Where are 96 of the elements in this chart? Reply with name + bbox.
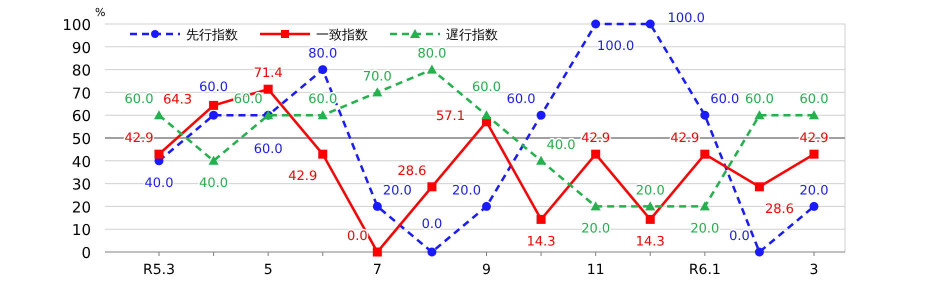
data-label: 14.3 [526,234,556,250]
y-tick-label: 0 [81,244,91,262]
point [209,100,218,110]
x-tick-label: 5 [264,262,273,278]
data-label: 100.0 [668,11,705,26]
x-tick-label: R5.3 [143,262,175,278]
x-tick-label: R6.1 [688,262,721,278]
point [318,150,328,159]
y-tick-label: 30 [72,176,91,194]
point [482,202,491,211]
y-axis-title: % [95,6,106,19]
point [754,248,764,256]
point [810,202,818,211]
y-tick-label: 20 [72,198,91,216]
legend-label: 遅行指数 [446,28,498,43]
data-label: 14.3 [636,234,665,250]
point [646,20,655,28]
point [536,156,546,165]
data-label: 42.9 [800,131,828,146]
data-label: 28.6 [397,164,426,179]
y-tick-label: 40 [72,152,91,171]
data-label: 60.0 [254,142,283,158]
data-label: 60.0 [800,92,828,108]
point [700,201,710,210]
point [536,214,546,224]
point [645,201,656,210]
point [536,110,546,120]
x-tick-label: 3 [810,262,818,278]
point [427,182,436,192]
data-label: 42.9 [288,169,318,184]
data-label: 20.0 [452,183,481,198]
y-tick-label: 70 [72,84,91,102]
point [646,214,655,224]
point [208,156,219,165]
data-label: 0.0 [422,217,442,232]
point [591,20,600,28]
point [154,110,164,120]
point [591,150,600,159]
data-label: 42.9 [670,131,700,146]
data-label: 70.0 [362,69,392,84]
data-label: 20.0 [800,183,828,198]
point [427,248,436,256]
data-label: 60.0 [710,92,740,108]
point [209,110,218,120]
data-label: 60.0 [234,92,263,108]
point [372,87,382,96]
point [154,150,164,159]
data-label: 60.0 [506,92,536,108]
point [700,150,710,159]
point [318,110,328,120]
point [318,65,328,74]
point [264,84,273,94]
data-label: 100.0 [597,39,634,54]
point [372,202,382,211]
data-label: 57.1 [436,108,465,124]
point [700,110,710,120]
data-label: 60.0 [199,80,228,96]
point [372,248,382,256]
x-tick-label: 11 [586,262,605,278]
x-tick-label: 7 [372,262,382,278]
data-label: 71.4 [254,66,283,82]
data-label: 42.9 [124,131,154,146]
data-label: 60.0 [744,92,774,108]
point [754,110,764,120]
data-label: 20.0 [690,221,720,236]
y-tick-label: 50 [72,130,91,148]
x-tick-label: 9 [482,262,491,278]
point [482,110,492,120]
data-label: 80.0 [417,46,446,62]
data-label: 0.0 [729,229,750,244]
point [810,150,818,159]
data-label: 40.0 [199,176,228,191]
y-tick-label: 100 [62,16,91,34]
data-label: 20.0 [636,183,665,198]
point [590,201,601,210]
data-label: 0.0 [346,229,368,244]
point [754,182,764,192]
legend-label: 一致指数 [316,28,368,43]
y-tick-label: 60 [72,107,91,126]
data-label: 20.0 [581,221,610,236]
data-label: 40.0 [546,138,576,153]
data-label: 60.0 [472,80,501,96]
data-label: 28.6 [764,202,794,217]
data-label: 64.3 [163,92,192,108]
data-label: 40.0 [144,176,174,191]
data-label: 20.0 [382,183,412,198]
y-tick-label: 10 [72,221,91,240]
point [809,110,819,120]
point [426,64,437,74]
data-label: 80.0 [308,46,338,62]
data-label: 60.0 [308,92,338,108]
y-tick-label: 80 [72,62,91,80]
y-tick-label: 90 [72,38,91,57]
data-label: 60.0 [124,92,154,108]
legend-label: 先行指数 [186,28,238,43]
data-label: 42.9 [581,131,610,146]
